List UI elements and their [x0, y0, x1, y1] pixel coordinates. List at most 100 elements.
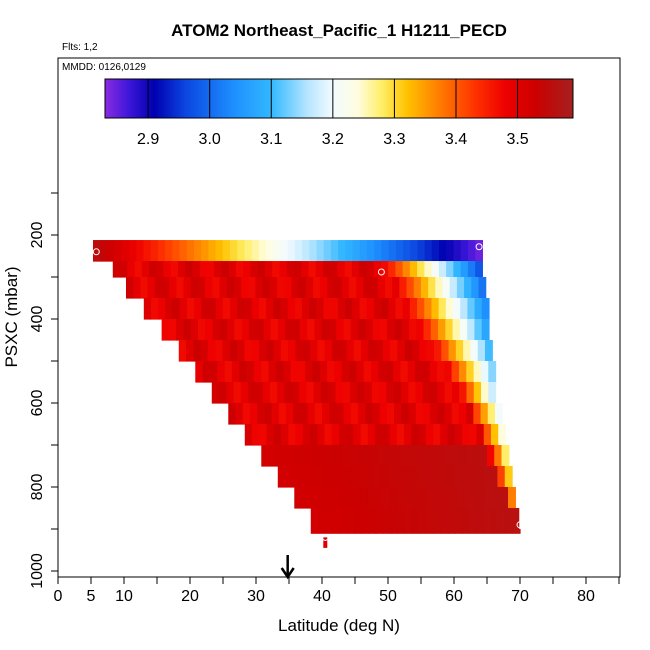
heatmap-cell [361, 340, 369, 362]
heatmap-cell [480, 361, 489, 383]
heatmap-cell [244, 340, 253, 362]
heatmap-cell [494, 403, 503, 425]
heatmap-cell [214, 261, 223, 278]
heatmap-cell [244, 424, 253, 446]
heatmap-cell [484, 340, 493, 362]
heatmap-cell [396, 508, 405, 530]
colorbar-tick-label: 3.0 [199, 131, 221, 148]
heatmap-cell [294, 298, 303, 320]
heatmap-cell [301, 261, 310, 278]
heatmap-cell [270, 382, 278, 404]
heatmap-cell [439, 508, 448, 530]
heatmap-cell [325, 529, 334, 534]
x-tick-label: 30 [247, 588, 265, 605]
heatmap-cell [456, 277, 465, 299]
heatmap-cell [435, 445, 444, 467]
heatmap-cell [363, 277, 372, 299]
heatmap-cell [473, 403, 482, 425]
heatmap-cell [381, 298, 389, 320]
heatmap-cell [429, 361, 438, 383]
heatmap-cell [278, 319, 286, 341]
heatmap-cell [129, 240, 137, 262]
heatmap-cell [456, 487, 465, 509]
heatmap-cell [283, 445, 291, 467]
heatmap-cell [387, 319, 395, 341]
heatmap-cell [431, 240, 440, 262]
heatmap-cell [346, 529, 355, 534]
heatmap-cell [266, 298, 274, 320]
heatmap-cell [438, 319, 446, 341]
heatmap-cell [291, 277, 300, 299]
heatmap-cell [250, 261, 259, 278]
heatmap-cell [508, 487, 516, 509]
heatmap-cell [466, 361, 475, 383]
heatmap-cell [343, 319, 352, 341]
heatmap-cell [437, 403, 446, 425]
heatmap-cell [407, 361, 416, 383]
heatmap-cell [467, 298, 476, 320]
heatmap-cell [487, 403, 496, 425]
heatmap-cell [240, 382, 249, 404]
x-axis: 0 5 10 20 30 40 50 60 70 80 [54, 576, 620, 605]
heatmap-cell [273, 424, 282, 446]
heatmap-cell [444, 403, 453, 425]
heatmap-cell [422, 403, 431, 425]
heatmap-cell [310, 508, 319, 530]
heatmap-cell [428, 445, 437, 467]
heatmap-cell [482, 508, 491, 530]
heatmap-cell [461, 508, 470, 530]
sample-marker [321, 533, 329, 541]
heatmap-cell [302, 240, 310, 262]
heatmap-cell [226, 382, 235, 404]
heatmap-cell [257, 403, 265, 425]
heatmap-cell [354, 529, 362, 534]
heatmap-cell [286, 261, 295, 278]
heatmap-cell [385, 445, 393, 467]
heatmap-cell [221, 261, 230, 278]
arrow-head [280, 567, 295, 580]
heatmap-cell [356, 361, 365, 383]
heatmap-cell [310, 529, 319, 534]
heatmap-cell [491, 529, 499, 534]
heatmap-cell [285, 403, 294, 425]
heatmap-cell [314, 403, 323, 425]
heatmap-cell [316, 240, 325, 262]
heatmap-cell [497, 466, 506, 488]
heatmap-cell [313, 277, 321, 299]
heatmap-cell [481, 319, 490, 341]
heatmap-cell [336, 403, 345, 425]
heatmap-cell [290, 445, 299, 467]
heatmap-cell [134, 261, 143, 278]
heatmap-cell [420, 277, 429, 299]
heatmap-cell [348, 277, 357, 299]
heatmap-cell [169, 277, 177, 299]
heatmap-cell [323, 298, 332, 320]
heatmap-cell [133, 277, 141, 299]
heatmap-cell [183, 319, 192, 341]
heatmap-cell [328, 382, 337, 404]
heatmap-cell [478, 277, 487, 299]
heatmap-cell [447, 529, 456, 534]
heatmap-cell [293, 403, 301, 425]
heatmap-cell [382, 424, 391, 446]
heatmap-cell [331, 424, 340, 446]
heatmap-cell [329, 403, 337, 425]
heatmap-cell [442, 277, 451, 299]
heatmap-cell [453, 466, 462, 488]
heatmap-cell [330, 298, 339, 320]
heatmap-cell [215, 298, 224, 320]
chart-title: ATOM2 Northeast_Pacific_1 H1211_PECD [171, 21, 507, 40]
heatmap-cell [271, 403, 280, 425]
heatmap-cell [215, 340, 224, 362]
heatmap-cell [352, 240, 361, 262]
heatmap-cell [114, 240, 123, 262]
heatmap-cell [312, 445, 321, 467]
heatmap-cell [261, 361, 270, 383]
heatmap-cell [344, 261, 353, 278]
x-tick-label: 50 [379, 588, 397, 605]
heatmap-cell [341, 277, 350, 299]
heatmap-cell [269, 277, 278, 299]
heatmap-cell [239, 361, 248, 383]
heatmap-cell [468, 466, 477, 488]
heatmap-cell [319, 361, 328, 383]
